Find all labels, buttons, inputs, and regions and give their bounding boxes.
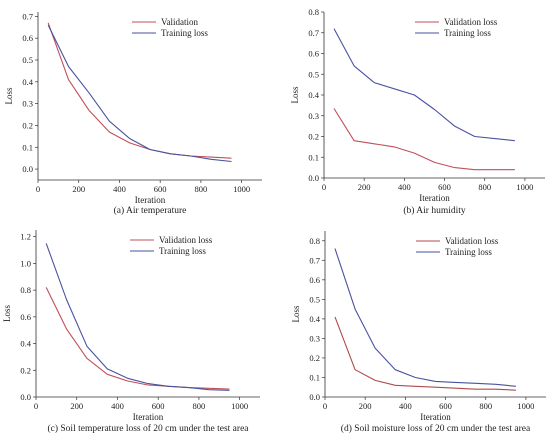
- y-axis-title: Loss: [2, 305, 12, 323]
- x-tick-label: 1000: [233, 184, 250, 194]
- panel-caption: (a) Air temperature: [114, 205, 187, 216]
- x-tick-label: 0: [36, 184, 40, 194]
- legend-label: Validation loss: [444, 17, 498, 27]
- x-tick-label: 400: [398, 182, 411, 192]
- x-axis-title: Iteration: [420, 412, 451, 422]
- y-tick-label: 0.8: [309, 236, 320, 246]
- x-tick-label: 400: [113, 184, 126, 194]
- series-line-2: [47, 24, 232, 163]
- y-tick-label: 1.2: [20, 232, 31, 242]
- y-tick-label: 0.4: [20, 339, 31, 349]
- legend-label: Training loss: [159, 246, 206, 256]
- y-tick-label: 0.6: [309, 275, 320, 285]
- y-tick-label: 0.5: [309, 294, 320, 304]
- y-tick-label: 0.6: [20, 312, 31, 322]
- x-tick-label: 800: [195, 184, 208, 194]
- x-axis-title: Iteration: [135, 195, 166, 205]
- y-tick-label: 0.1: [22, 142, 33, 152]
- x-tick-label: 1000: [516, 182, 533, 192]
- x-tick-label: 400: [399, 401, 412, 411]
- y-tick-label: 0.0: [309, 392, 320, 402]
- y-tick-label: 0.4: [308, 90, 319, 100]
- y-tick-label: 0.2: [308, 132, 319, 142]
- y-tick-label: 0.1: [308, 152, 319, 162]
- x-axis-title: Iteration: [419, 193, 450, 203]
- x-tick-label: 200: [72, 184, 85, 194]
- x-tick-label: 200: [359, 401, 372, 411]
- x-axis-title: Iteration: [133, 412, 164, 422]
- y-tick-label: 0.2: [309, 353, 320, 363]
- x-tick-label: 800: [193, 401, 206, 411]
- legend-label: Validation: [161, 17, 198, 27]
- x-tick-label: 800: [478, 182, 491, 192]
- y-tick-label: 0.2: [22, 120, 33, 130]
- y-tick-label: 0.3: [22, 99, 33, 109]
- y-tick-label: 0.0: [22, 164, 33, 174]
- x-tick-label: 200: [358, 182, 371, 192]
- panel-caption: (c) Soil temperature loss of 20 cm under…: [47, 423, 249, 434]
- panel-caption: (b) Air humidity: [403, 205, 466, 216]
- legend-label: Training loss: [445, 247, 492, 257]
- series-line-1: [334, 316, 516, 391]
- y-tick-label: 0.6: [22, 33, 33, 43]
- y-tick-label: 0.3: [308, 111, 319, 121]
- series-line-1: [45, 287, 230, 390]
- y-tick-label: 0.8: [20, 285, 31, 295]
- x-tick-label: 200: [70, 401, 83, 411]
- y-tick-label: 0.5: [22, 55, 33, 65]
- series-line-1: [333, 108, 515, 171]
- x-tick-label: 600: [439, 401, 452, 411]
- panel-caption: (d) Soil moisture loss of 20 cm under th…: [341, 423, 531, 434]
- y-tick-label: 0.5: [308, 69, 319, 79]
- x-tick-label: 600: [438, 182, 451, 192]
- x-tick-label: 400: [111, 401, 124, 411]
- y-tick-label: 0.7: [308, 28, 319, 38]
- legend-label: Training loss: [161, 28, 208, 38]
- y-tick-label: 0.0: [20, 392, 31, 402]
- series-line-2: [45, 243, 230, 391]
- series-line-2: [334, 248, 516, 387]
- y-axis-title: Loss: [4, 87, 14, 105]
- x-tick-label: 0: [322, 182, 326, 192]
- y-tick-label: 0.4: [22, 77, 33, 87]
- legend-label: Validation loss: [159, 235, 213, 245]
- chart-panel-2: 0.0 0.1 0.2 0.3 0.4 0.5 0.6 0.7 0.8 0 200 400 600 800…: [290, 7, 545, 216]
- chart-panel-3: 0.0 0.2 0.4 0.6 0.8 1.0 1.2 0 200 400 600 800 1000 It…: [2, 230, 260, 434]
- x-tick-label: 0: [323, 401, 327, 411]
- y-tick-label: 0.1: [309, 372, 320, 382]
- chart-panel-1: 0.0 0.1 0.2 0.3 0.4 0.5 0.6 0.7 0 200 400 600 800 100…: [4, 11, 262, 216]
- y-tick-label: 0.7: [22, 11, 33, 21]
- y-tick-label: 1.0: [20, 258, 31, 268]
- y-tick-label: 0.3: [309, 333, 320, 343]
- x-tick-label: 1000: [517, 401, 534, 411]
- x-tick-label: 600: [152, 401, 165, 411]
- x-tick-label: 0: [34, 401, 38, 411]
- y-tick-label: 0.2: [20, 365, 31, 375]
- y-tick-label: 0.0: [308, 173, 319, 183]
- series-line-1: [47, 22, 232, 159]
- legend-label: Validation loss: [445, 236, 499, 246]
- y-tick-label: 0.4: [309, 314, 320, 324]
- y-tick-label: 0.8: [308, 7, 319, 17]
- chart-panel-4: 0.0 0.1 0.2 0.3 0.4 0.5 0.6 0.7 0.8 0 200 400 600 800…: [291, 231, 546, 434]
- x-tick-label: 600: [154, 184, 167, 194]
- y-axis-title: Loss: [291, 305, 301, 323]
- series-line-2: [333, 28, 515, 142]
- y-tick-label: 0.7: [309, 255, 320, 265]
- legend-label: Training loss: [444, 28, 491, 38]
- x-tick-label: 800: [479, 401, 492, 411]
- x-tick-label: 1000: [231, 401, 248, 411]
- y-axis-title: Loss: [290, 86, 300, 104]
- y-tick-label: 0.6: [308, 49, 319, 59]
